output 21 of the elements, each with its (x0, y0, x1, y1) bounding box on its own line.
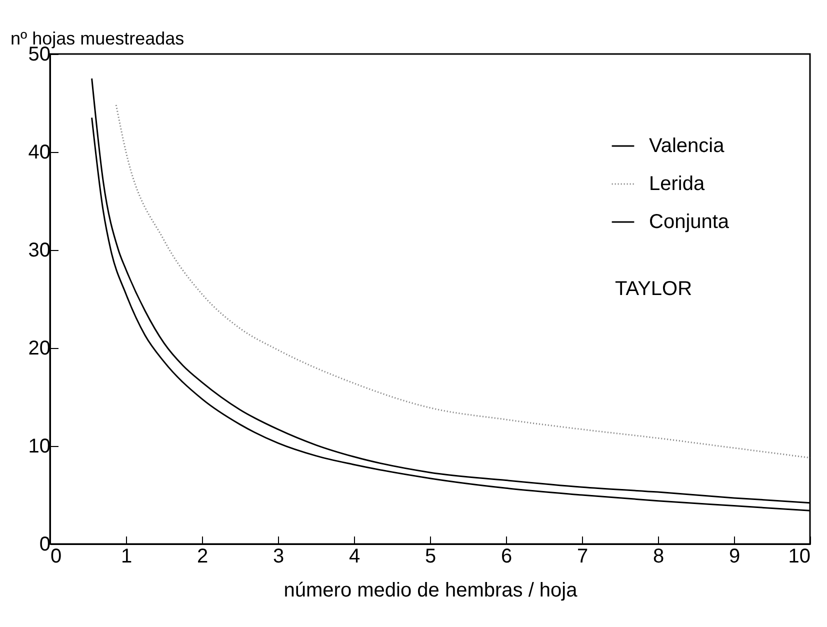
x-tick-label: 4 (348, 546, 360, 568)
line-series (115, 104, 811, 459)
x-tick-label: 10 (788, 546, 810, 568)
legend-label: Valencia (649, 135, 726, 157)
x-axis-title: número medio de hembras / hoja (284, 580, 578, 602)
y-tick-label: 30 (28, 240, 50, 262)
legend-label: Lerida (649, 173, 706, 195)
y-tick-label: 10 (28, 436, 50, 458)
x-tick-label: 9 (728, 546, 740, 568)
x-tick-label: 6 (500, 546, 512, 568)
x-tick-label: 1 (120, 546, 132, 568)
x-tick-label: 2 (196, 546, 208, 568)
x-tick-label: 8 (652, 546, 664, 568)
y-tick-label: 50 (28, 44, 50, 66)
x-tick-label: 5 (424, 546, 436, 568)
x-tick-label: 7 (576, 546, 588, 568)
x-tick-label: 3 (272, 546, 284, 568)
y-tick-label: 20 (28, 338, 50, 360)
y-tick-label: 40 (28, 142, 50, 164)
annotation: TAYLOR (615, 278, 692, 300)
legend-label: Conjunta (649, 211, 730, 233)
